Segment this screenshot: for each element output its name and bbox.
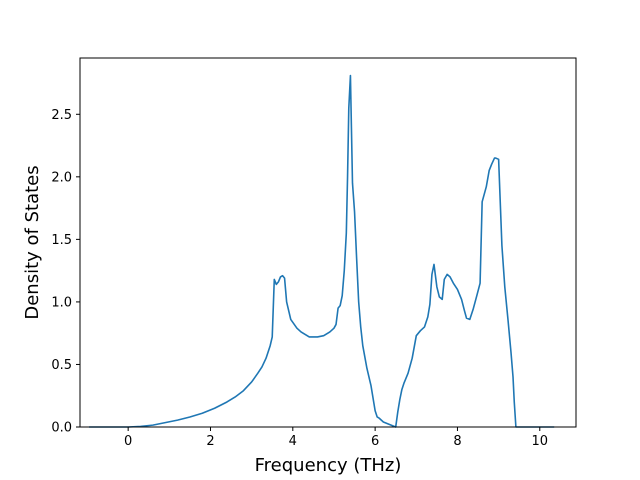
series-line-0 [89,74,555,428]
y-tick-label: 2.0 [51,170,72,185]
plot-area [89,74,555,428]
x-tick-label: 4 [289,434,297,449]
y-axis: 0.0 0.5 1.0 1.5 2.0 2.5 [51,108,80,436]
x-tick-label: 8 [453,434,461,449]
x-tick-label: 10 [532,434,549,449]
y-tick-label: 2.5 [51,108,72,123]
y-tick-label: 0.0 [51,421,72,436]
x-tick-label: 2 [206,434,214,449]
x-tick-label: 0 [124,434,132,449]
x-axis: 0 2 4 6 8 10 [124,427,548,449]
axes-frame [79,57,577,428]
y-tick-label: 1.0 [51,295,72,310]
x-tick-label: 6 [371,434,379,449]
y-tick-label: 1.5 [51,233,72,248]
x-axis-label: Frequency (THz) [255,455,402,476]
y-tick-label: 0.5 [51,358,72,373]
y-axis-label: Density of States [22,165,43,319]
